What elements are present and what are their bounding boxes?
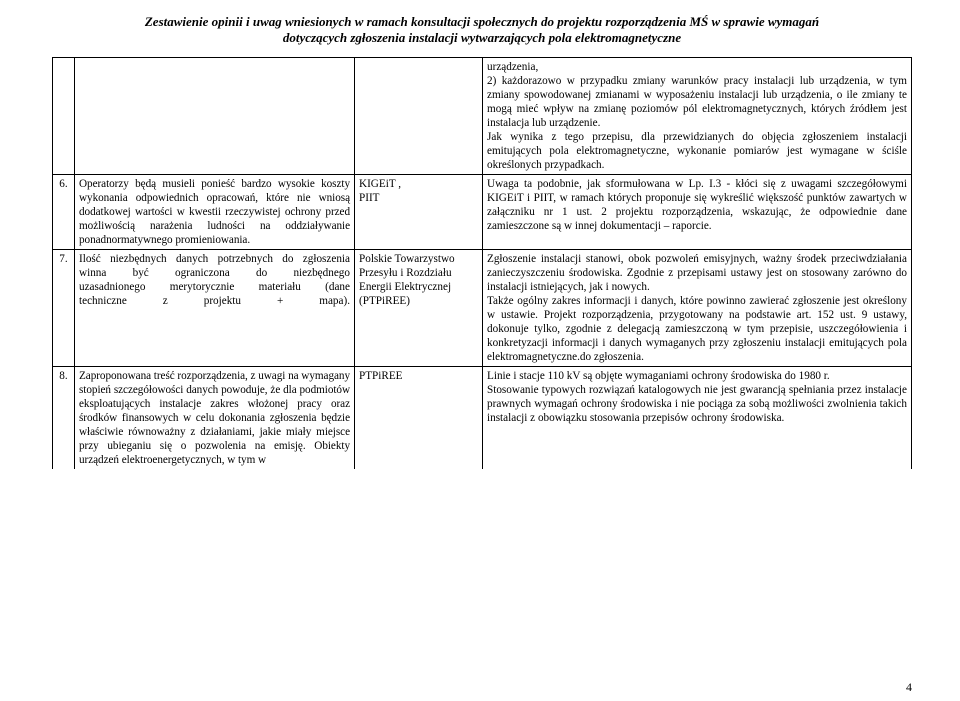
cell-source: Polskie Towarzystwo Przesyłu i Rozdziału… [355,249,483,366]
cell-num [53,57,75,174]
cell-response: Linie i stacje 110 kV są objęte wymagani… [483,366,912,469]
cell-source [355,57,483,174]
table-row: 6. Operatorzy będą musieli ponieść bardz… [53,174,912,249]
page-number: 4 [906,680,912,695]
cell-opinion: Zaproponowana treść rozporządzenia, z uw… [75,366,355,469]
cell-num: 7. [53,249,75,366]
cell-opinion-rest-j: winna być ograniczona do niezbędnego uza… [79,266,350,308]
cell-response: urządzenia, 2) każdorazowo w przypadku z… [483,57,912,174]
cell-opinion: Operatorzy będą musieli ponieść bardzo w… [75,174,355,249]
cell-num: 6. [53,174,75,249]
header-line1: Zestawienie opinii i uwag wniesionych w … [145,14,819,29]
cell-num: 8. [53,366,75,469]
cell-opinion: Ilość niezbędnych danych potrzebnych do … [75,249,355,366]
header-line2: dotyczących zgłoszenia instalacji wytwar… [283,30,681,45]
opinions-table: urządzenia, 2) każdorazowo w przypadku z… [52,57,912,469]
cell-response: Zgłoszenie instalacji stanowi, obok pozw… [483,249,912,366]
cell-response: Uwaga ta podobnie, jak sformułowana w Lp… [483,174,912,249]
cell-opinion [75,57,355,174]
document-header: Zestawienie opinii i uwag wniesionych w … [52,14,912,47]
cell-source: KIGEiT , PIIT [355,174,483,249]
cell-source: PTPiREE [355,366,483,469]
table-row: 7. Ilość niezbędnych danych potrzebnych … [53,249,912,366]
table-row: 8. Zaproponowana treść rozporządzenia, z… [53,366,912,469]
table-row: urządzenia, 2) każdorazowo w przypadku z… [53,57,912,174]
cell-opinion-line1: Ilość niezbędnych danych potrzebnych do … [79,252,350,266]
